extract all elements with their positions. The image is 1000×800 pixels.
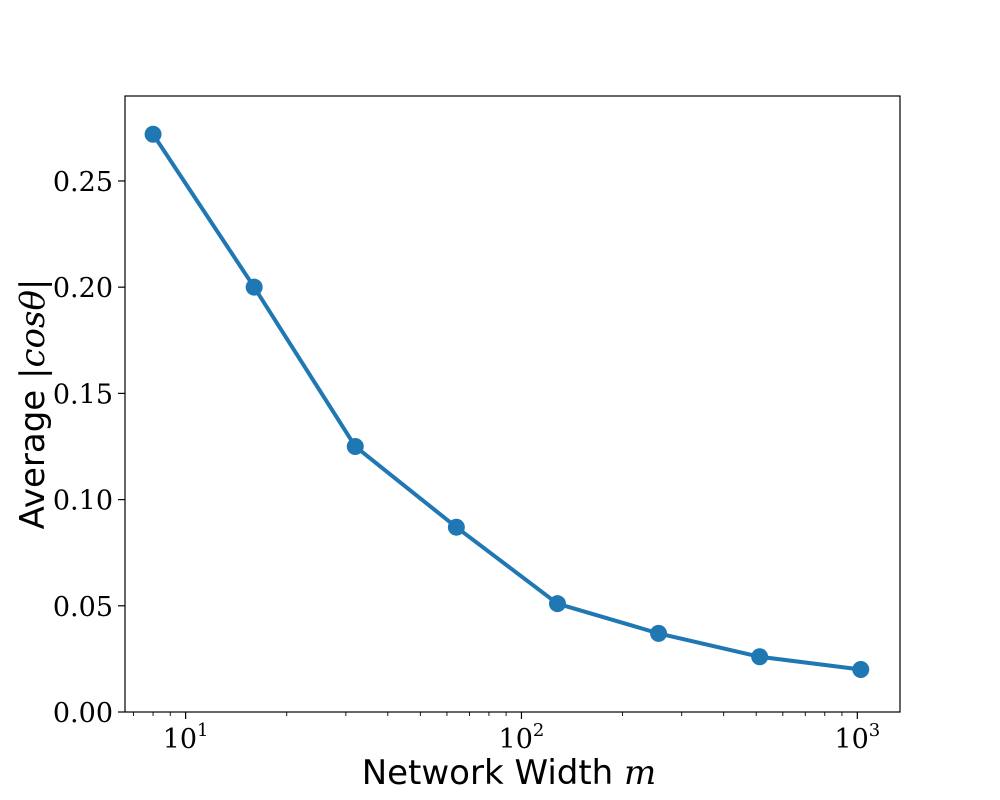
data-point	[245, 278, 263, 296]
x-tick-label: 102	[499, 720, 545, 755]
y-tick-label: 0.20	[53, 273, 113, 304]
y-tick-label: 0.25	[53, 167, 113, 198]
x-axis-title: Network Width m	[362, 753, 657, 793]
y-tick-label: 0.05	[53, 592, 113, 623]
x-axis-ticks: 101 102 103	[163, 712, 880, 755]
y-tick-label: 0.10	[53, 486, 113, 517]
y-axis-title: Average |cosθ|	[13, 279, 53, 530]
x-minor-ticks	[133, 712, 843, 716]
data-point	[852, 661, 870, 679]
data-point	[548, 595, 566, 613]
x-tick-label: 101	[163, 720, 209, 755]
data-point	[751, 648, 769, 666]
data-series	[144, 125, 870, 679]
plot-area	[124, 95, 901, 713]
y-tick-label: 0.00	[53, 698, 113, 729]
data-point	[346, 437, 364, 455]
series-line	[151, 132, 863, 672]
data-point	[447, 518, 465, 536]
y-tick-label: 0.15	[53, 379, 113, 410]
data-point	[650, 624, 668, 642]
x-tick-label: 103	[834, 720, 880, 755]
data-point	[144, 125, 162, 143]
y-axis-ticks: 0.00 0.05 0.10 0.15 0.20 0.25	[53, 167, 125, 729]
